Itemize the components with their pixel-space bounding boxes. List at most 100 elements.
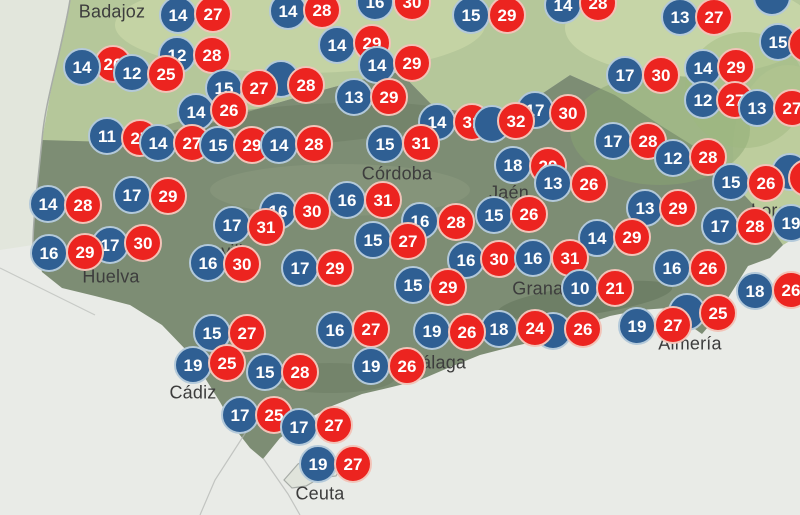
temp-marker-max[interactable]: 27 [194, 0, 232, 33]
temp-marker-max[interactable]: 29 [316, 249, 354, 287]
temp-marker-min[interactable]: 14 [269, 0, 307, 30]
temp-marker-min[interactable]: 18 [736, 272, 774, 310]
temp-marker-min[interactable]: 15 [712, 163, 750, 201]
temp-marker-max[interactable]: 27 [389, 222, 427, 260]
temp-marker-min[interactable]: 14 [318, 26, 356, 64]
temp-marker-min[interactable]: 14 [578, 219, 616, 257]
temp-marker-max[interactable]: 26 [510, 195, 548, 233]
temp-marker-min[interactable]: 17 [213, 206, 251, 244]
temp-marker-min[interactable]: 12 [654, 139, 692, 177]
temp-marker-max[interactable]: 30 [124, 224, 162, 262]
temp-marker-min[interactable]: 13 [335, 78, 373, 116]
temp-marker-min[interactable]: 16 [653, 249, 691, 287]
temp-marker-min[interactable]: 13 [534, 164, 572, 202]
temp-marker-min[interactable]: 17 [221, 396, 259, 434]
temp-marker-max[interactable]: 32 [497, 102, 535, 140]
temp-marker-max[interactable]: 29 [613, 218, 651, 256]
temp-marker-min[interactable]: 11 [88, 117, 126, 155]
temp-marker-max[interactable]: 25 [147, 55, 185, 93]
city-label-cordoba: Córdoba [361, 163, 433, 184]
temp-marker-max[interactable]: 29 [370, 78, 408, 116]
temp-marker-max[interactable]: 24 [516, 309, 554, 347]
temp-marker-max[interactable]: 27 [240, 69, 278, 107]
temp-marker-max[interactable]: 26 [772, 271, 800, 309]
temp-marker-max[interactable]: 28 [64, 186, 102, 224]
temp-marker-max[interactable]: 29 [149, 177, 187, 215]
temp-marker-max[interactable]: 26 [570, 165, 608, 203]
temp-marker-max[interactable]: 31 [402, 124, 440, 162]
temp-marker-min[interactable]: 17 [606, 56, 644, 94]
temp-marker-max[interactable]: 31 [247, 208, 285, 246]
temp-marker-min[interactable]: 19 [299, 445, 337, 483]
city-label-ceuta: Ceuta [295, 483, 345, 504]
temp-marker-min[interactable]: 16 [30, 234, 68, 272]
temp-marker-min[interactable]: 15 [246, 353, 284, 391]
temp-marker-min[interactable]: 14 [159, 0, 197, 34]
temp-marker-max[interactable]: 26 [747, 164, 785, 202]
temp-marker-min[interactable]: 19 [413, 312, 451, 350]
temp-marker-max[interactable]: 30 [223, 245, 261, 283]
temp-marker-min[interactable]: 14 [63, 48, 101, 86]
temp-marker-min[interactable]: 15 [366, 125, 404, 163]
temp-marker-min[interactable]: 14 [139, 124, 177, 162]
temp-marker-max[interactable]: 28 [287, 66, 325, 104]
maritime-line [0, 267, 96, 316]
temp-marker-min[interactable]: 17 [113, 176, 151, 214]
temp-marker-min[interactable]: 13 [738, 89, 776, 127]
temp-marker-max[interactable]: 28 [295, 125, 333, 163]
temp-marker-max[interactable]: 27 [695, 0, 733, 36]
temp-marker-max[interactable]: 29 [488, 0, 526, 34]
temp-marker-min[interactable]: 14 [260, 126, 298, 164]
temp-marker-min[interactable]: 16 [328, 181, 366, 219]
temp-marker-max[interactable]: 26 [564, 310, 602, 348]
temp-marker-max[interactable]: 27 [352, 310, 390, 348]
temp-marker-max[interactable]: 27 [654, 306, 692, 344]
temp-marker-min[interactable]: 17 [701, 207, 739, 245]
temp-marker-max[interactable]: 28 [303, 0, 341, 29]
temp-marker-max[interactable]: 25 [699, 294, 737, 332]
temp-marker-max[interactable]: 29 [429, 268, 467, 306]
temp-marker-min[interactable]: 10 [561, 269, 599, 307]
temp-marker-max[interactable]: 30 [480, 240, 518, 278]
temp-marker-max[interactable]: 30 [549, 94, 587, 132]
temp-marker-min[interactable]: 14 [29, 185, 67, 223]
temp-marker-max[interactable]: 26 [388, 347, 426, 385]
temp-marker-min[interactable]: 15 [199, 126, 237, 164]
temp-marker-max[interactable]: 28 [736, 207, 774, 245]
temp-marker-min[interactable]: 17 [281, 249, 319, 287]
temp-marker-max[interactable]: 25 [208, 344, 246, 382]
temp-marker-min[interactable]: 19 [174, 346, 212, 384]
temp-marker-min[interactable]: 17 [594, 122, 632, 160]
temp-marker-min[interactable]: 16 [316, 311, 354, 349]
temp-marker-min[interactable]: 16 [189, 244, 227, 282]
temp-marker-max[interactable]: 30 [642, 56, 680, 94]
temp-marker-max[interactable]: 29 [393, 44, 431, 82]
temp-marker-max[interactable]: 26 [448, 313, 486, 351]
temp-marker-max[interactable]: 26 [210, 91, 248, 129]
temp-marker-min[interactable]: 15 [354, 221, 392, 259]
temp-marker-min[interactable]: 13 [661, 0, 699, 36]
temp-marker-max[interactable]: 28 [193, 36, 231, 74]
temp-marker-min[interactable]: 12 [113, 54, 151, 92]
temp-marker-min[interactable]: 19 [618, 307, 656, 345]
portugal-border-line [32, 0, 71, 246]
temp-marker-max[interactable]: 31 [364, 181, 402, 219]
temp-marker-max[interactable]: 30 [293, 192, 331, 230]
temp-marker-min[interactable]: 14 [358, 46, 396, 84]
temp-marker-min[interactable]: 17 [280, 408, 318, 446]
temp-marker-max[interactable]: 29 [66, 233, 104, 271]
temp-marker-max[interactable]: 28 [281, 353, 319, 391]
temp-marker-max[interactable]: 26 [689, 249, 727, 287]
temp-marker-min[interactable]: 18 [494, 146, 532, 184]
temp-marker-max[interactable]: 27 [315, 406, 353, 444]
temp-marker-min[interactable]: 19 [352, 347, 390, 385]
temp-marker-min[interactable]: 15 [475, 196, 513, 234]
temp-marker-min[interactable]: 16 [514, 239, 552, 277]
temp-marker-max[interactable]: 29 [659, 189, 697, 227]
temp-marker-max[interactable]: 21 [596, 269, 634, 307]
temp-marker-max[interactable]: 28 [437, 203, 475, 241]
temp-marker-max[interactable]: 27 [334, 445, 372, 483]
temp-marker-max[interactable]: 27 [773, 89, 800, 127]
temp-marker-min[interactable]: 15 [394, 266, 432, 304]
